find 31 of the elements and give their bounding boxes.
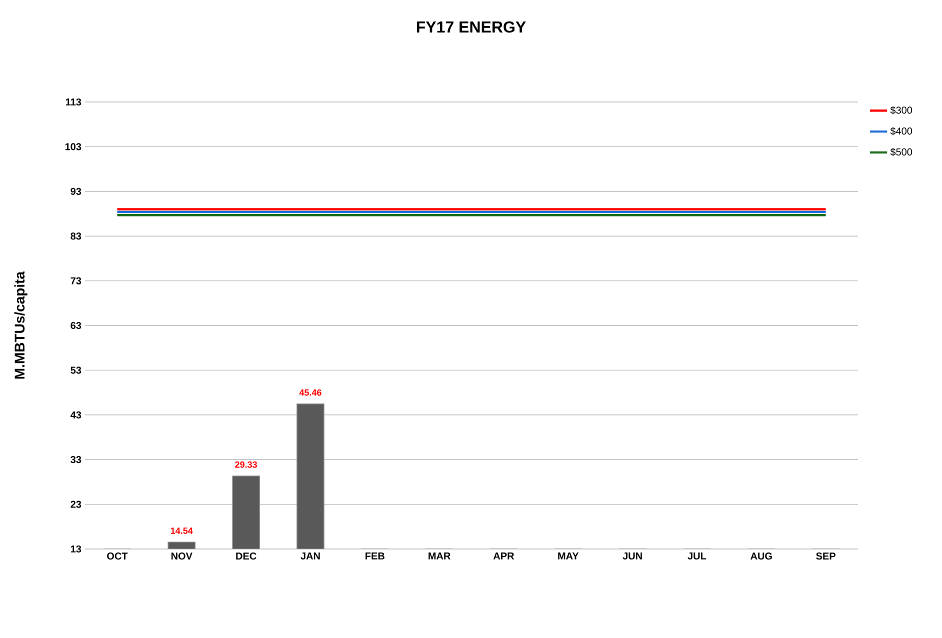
y-tick-label: 63 [70, 322, 82, 330]
x-tick-label: FEB [366, 552, 384, 560]
y-tick-label: 13 [70, 545, 82, 553]
x-tick-label: AUG [750, 552, 772, 560]
y-tick-label: 53 [70, 366, 82, 374]
y-tick-label: 103 [65, 143, 82, 150]
legend-label: $500 [890, 148, 912, 156]
y-tick-label: 73 [70, 277, 82, 284]
data-label: 14.54 [170, 528, 193, 534]
data-label: 29.33 [235, 461, 257, 468]
x-tick-label: MAR [428, 552, 450, 560]
x-tick-label: JUN [622, 552, 642, 560]
y-tick-label: 93 [70, 188, 82, 195]
x-tick-label: APR [493, 552, 514, 560]
x-tick-label: NOV [171, 552, 192, 560]
x-tick-label: JUL [688, 552, 706, 560]
x-tick-label: MAY [558, 552, 579, 560]
legend-label: $300 [890, 106, 912, 114]
y-axis-title: M.MBTUs/capita [14, 271, 28, 379]
y-tick-label: 23 [70, 500, 82, 508]
x-tick-label: SEP [816, 552, 836, 560]
legend-label: $400 [890, 127, 912, 136]
y-tick-label: 33 [70, 456, 82, 464]
x-tick-label: JAN [300, 552, 320, 560]
y-tick-label: 83 [70, 232, 82, 240]
chart-title: FY17 ENERGY [416, 21, 526, 33]
y-tick-label: 43 [70, 411, 82, 418]
x-tick-label: OCT [107, 552, 128, 560]
data-label: 45.46 [299, 389, 322, 396]
y-tick-label: 113 [66, 98, 82, 106]
x-tick-label: DEC [236, 552, 256, 560]
